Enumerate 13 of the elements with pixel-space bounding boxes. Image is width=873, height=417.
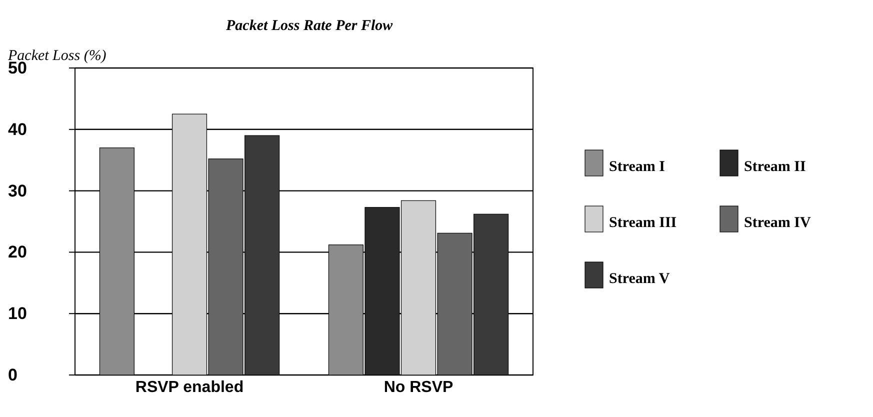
y-tick-label: 20: [8, 242, 27, 262]
legend-label: Stream III: [609, 215, 677, 231]
y-tick-label: 10: [8, 304, 27, 324]
y-tick-label: 0: [8, 365, 18, 384]
legend-label: Stream II: [744, 159, 806, 175]
x-tick-label: No RSVP: [384, 379, 454, 396]
legend-label: Stream V: [609, 271, 670, 287]
chart-title: Packet Loss Rate Per Flow: [226, 18, 394, 34]
legend-label: Stream IV: [744, 215, 811, 231]
legend-label: Stream I: [609, 159, 666, 175]
y-tick-label: 40: [8, 120, 27, 139]
x-tick-label: RSVP enabled: [135, 379, 244, 396]
y-tick-label: 30: [8, 181, 27, 200]
